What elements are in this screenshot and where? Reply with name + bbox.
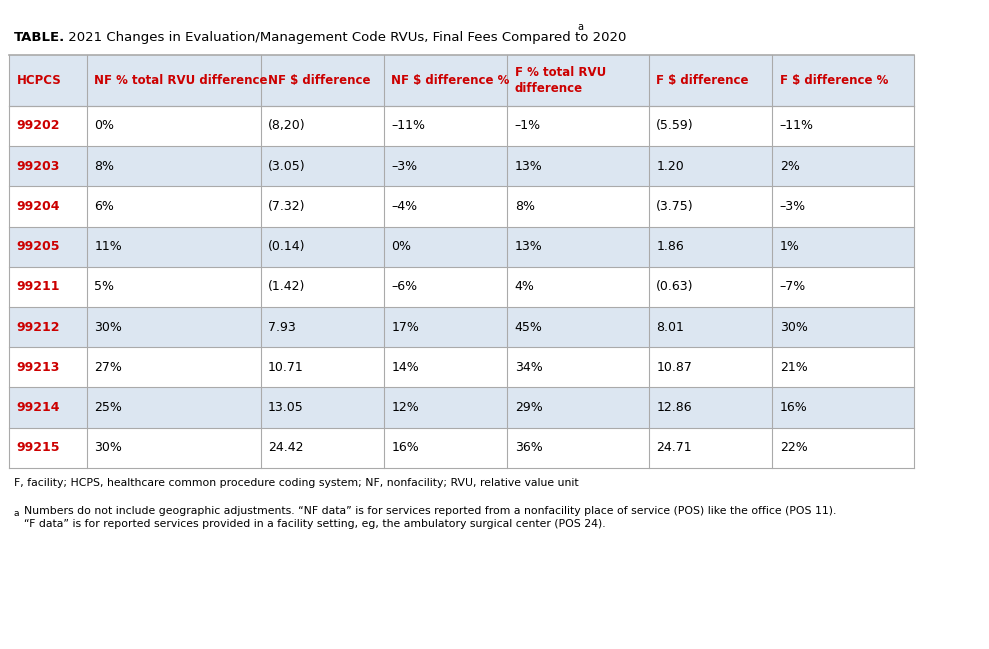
Text: (3.75): (3.75) (657, 200, 694, 213)
Text: 99204: 99204 (17, 200, 60, 213)
Text: F, facility; HCPS, healthcare common procedure coding system; NF, nonfacility; R: F, facility; HCPS, healthcare common pro… (14, 478, 579, 488)
Text: 21%: 21% (779, 361, 807, 374)
Text: 99205: 99205 (17, 240, 60, 253)
Text: 24.71: 24.71 (657, 441, 692, 454)
Text: TABLE.: TABLE. (14, 31, 65, 44)
Text: NF $ difference: NF $ difference (268, 74, 371, 87)
Text: 99202: 99202 (17, 119, 60, 132)
Text: 5%: 5% (94, 280, 115, 293)
Text: 45%: 45% (514, 321, 543, 334)
Text: (8,20): (8,20) (268, 119, 306, 132)
Text: 13%: 13% (514, 240, 542, 253)
Text: –3%: –3% (779, 200, 806, 213)
Text: Numbers do not include geographic adjustments. “NF data” is for services reporte: Numbers do not include geographic adjust… (24, 506, 837, 529)
Bar (9, 146, 914, 186)
Text: (5.59): (5.59) (657, 119, 694, 132)
Bar (9, 106, 914, 146)
Text: 14%: 14% (392, 361, 419, 374)
Text: 10.71: 10.71 (268, 361, 304, 374)
Text: 16%: 16% (392, 441, 419, 454)
Text: 11%: 11% (94, 240, 122, 253)
Text: 36%: 36% (514, 441, 542, 454)
Text: 99203: 99203 (17, 160, 60, 173)
Text: 99214: 99214 (17, 401, 60, 414)
Text: 12%: 12% (392, 401, 419, 414)
Text: 29%: 29% (514, 401, 542, 414)
Text: (1.42): (1.42) (268, 280, 306, 293)
Text: –1%: –1% (514, 119, 541, 132)
Bar (9, 186, 914, 227)
Text: 8.01: 8.01 (657, 321, 684, 334)
Text: 30%: 30% (94, 321, 123, 334)
Text: NF $ difference %: NF $ difference % (392, 74, 509, 87)
Text: (3.05): (3.05) (268, 160, 306, 173)
Text: NF % total RVU difference: NF % total RVU difference (94, 74, 268, 87)
Text: –3%: –3% (392, 160, 417, 173)
Text: F $ difference: F $ difference (657, 74, 749, 87)
Bar (9, 307, 914, 347)
Text: 6%: 6% (94, 200, 114, 213)
Text: 4%: 4% (514, 280, 534, 293)
Text: 0%: 0% (94, 119, 115, 132)
Text: 99213: 99213 (17, 361, 60, 374)
Text: 99211: 99211 (17, 280, 60, 293)
Bar (9, 227, 914, 267)
Text: (7.32): (7.32) (268, 200, 306, 213)
Text: a: a (577, 22, 583, 32)
Text: 27%: 27% (94, 361, 123, 374)
Text: 25%: 25% (94, 401, 123, 414)
Bar (9, 428, 914, 468)
Text: 1%: 1% (779, 240, 799, 253)
Bar (9, 387, 914, 428)
Text: 22%: 22% (779, 441, 807, 454)
Text: (0.63): (0.63) (657, 280, 694, 293)
Text: 99212: 99212 (17, 321, 60, 334)
Text: 7.93: 7.93 (268, 321, 296, 334)
Bar (9, 55, 914, 106)
Text: –6%: –6% (392, 280, 417, 293)
Text: 34%: 34% (514, 361, 542, 374)
Text: 10.87: 10.87 (657, 361, 692, 374)
Text: 16%: 16% (779, 401, 807, 414)
Text: –4%: –4% (392, 200, 417, 213)
Text: 1.20: 1.20 (657, 160, 684, 173)
Bar (9, 267, 914, 307)
Text: 30%: 30% (94, 441, 123, 454)
Text: F % total RVU
difference: F % total RVU difference (514, 66, 606, 95)
Text: 0%: 0% (392, 240, 411, 253)
Text: 12.86: 12.86 (657, 401, 692, 414)
Text: 99215: 99215 (17, 441, 60, 454)
Text: –11%: –11% (392, 119, 425, 132)
Text: 13%: 13% (514, 160, 542, 173)
Text: 24.42: 24.42 (268, 441, 304, 454)
Text: –11%: –11% (779, 119, 814, 132)
Text: 8%: 8% (94, 160, 115, 173)
Text: 8%: 8% (514, 200, 535, 213)
Text: 13.05: 13.05 (268, 401, 304, 414)
Text: 2%: 2% (779, 160, 799, 173)
Text: F $ difference %: F $ difference % (779, 74, 888, 87)
Text: (0.14): (0.14) (268, 240, 306, 253)
Bar (9, 347, 914, 387)
Text: 17%: 17% (392, 321, 419, 334)
Text: –7%: –7% (779, 280, 806, 293)
Text: HCPCS: HCPCS (17, 74, 61, 87)
Bar (9, 19, 914, 55)
Text: a: a (14, 509, 20, 518)
Text: 2021 Changes in Evaluation/Management Code RVUs, Final Fees Compared to 2020: 2021 Changes in Evaluation/Management Co… (63, 31, 626, 44)
Text: 1.86: 1.86 (657, 240, 684, 253)
Text: 30%: 30% (779, 321, 808, 334)
